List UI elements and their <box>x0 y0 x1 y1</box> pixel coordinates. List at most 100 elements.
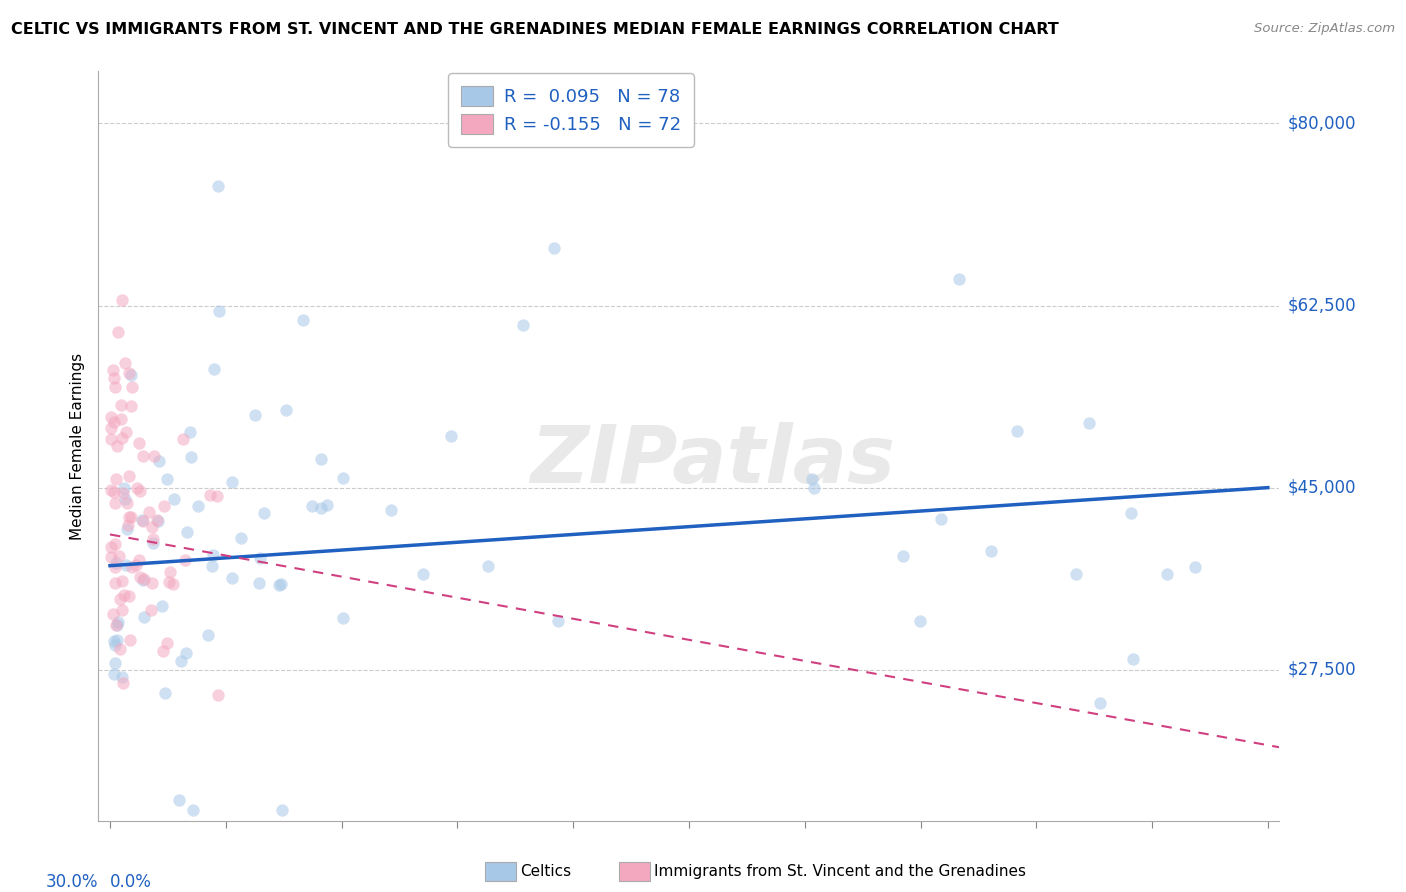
Point <box>205 489 228 503</box>
Point <box>169 793 191 807</box>
Point <box>380 502 402 516</box>
Point <box>157 574 180 589</box>
Point <box>103 666 125 681</box>
Point <box>200 488 222 502</box>
Point <box>115 496 138 510</box>
Point <box>332 471 354 485</box>
Point <box>315 498 337 512</box>
Point <box>111 670 134 684</box>
Point <box>231 532 253 546</box>
Point <box>105 472 128 486</box>
Point <box>114 491 136 506</box>
Point <box>121 559 143 574</box>
Point <box>512 318 534 333</box>
Point <box>891 549 914 564</box>
Point <box>170 654 193 668</box>
Point <box>103 634 125 648</box>
Y-axis label: Median Female Earnings: Median Female Earnings <box>70 352 86 540</box>
Point <box>100 420 122 434</box>
Text: $80,000: $80,000 <box>1288 114 1357 132</box>
Point <box>155 685 177 699</box>
Point <box>150 599 173 613</box>
Point <box>118 366 141 380</box>
Point <box>111 603 134 617</box>
Point <box>270 577 292 591</box>
Point <box>1184 560 1206 574</box>
Point <box>146 513 169 527</box>
Point <box>128 435 150 450</box>
Point <box>105 618 128 632</box>
Point <box>980 544 1002 558</box>
Point <box>108 549 131 563</box>
Point <box>174 553 197 567</box>
Point <box>110 398 132 412</box>
Point <box>221 571 243 585</box>
Point <box>332 611 354 625</box>
Point <box>162 577 184 591</box>
Point <box>118 510 141 524</box>
Point <box>309 501 332 516</box>
Text: $62,500: $62,500 <box>1288 296 1357 315</box>
Point <box>100 541 122 555</box>
Point <box>1088 696 1111 710</box>
Point <box>146 514 169 528</box>
Point <box>221 475 243 489</box>
Point <box>110 592 132 607</box>
Point <box>141 603 163 617</box>
Point <box>187 499 209 513</box>
Point <box>274 402 297 417</box>
Point <box>118 468 141 483</box>
Point <box>118 589 141 603</box>
Point <box>104 496 127 510</box>
Point <box>207 688 229 702</box>
Point <box>112 481 135 495</box>
Point <box>1078 416 1101 430</box>
Text: $45,000: $45,000 <box>1288 479 1357 497</box>
Point <box>801 472 824 486</box>
Point <box>269 577 291 591</box>
Point <box>1005 425 1028 439</box>
Point <box>180 450 202 465</box>
Text: CELTIC VS IMMIGRANTS FROM ST. VINCENT AND THE GRENADINES MEDIAN FEMALE EARNINGS : CELTIC VS IMMIGRANTS FROM ST. VINCENT AN… <box>11 22 1059 37</box>
Point <box>100 550 122 565</box>
Point <box>104 575 127 590</box>
Point <box>202 362 225 376</box>
Point <box>107 615 129 630</box>
Point <box>547 614 569 628</box>
Point <box>249 551 271 566</box>
Point <box>120 400 142 414</box>
Point <box>105 632 128 647</box>
Point <box>103 607 125 621</box>
Point <box>132 610 155 624</box>
Point <box>291 313 314 327</box>
Point <box>142 449 165 463</box>
Point <box>159 565 181 579</box>
Point <box>142 536 165 550</box>
Point <box>253 506 276 520</box>
Point <box>440 429 463 443</box>
Text: 30.0%: 30.0% <box>46 873 98 891</box>
Point <box>132 514 155 528</box>
Point <box>104 537 127 551</box>
Point <box>110 293 132 308</box>
Point <box>208 304 231 318</box>
Point <box>111 676 134 690</box>
Point <box>121 380 143 394</box>
Point <box>100 483 122 497</box>
Text: 0.0%: 0.0% <box>110 873 152 891</box>
Point <box>120 368 142 382</box>
Point <box>115 425 138 439</box>
Point <box>172 433 194 447</box>
Point <box>104 656 127 670</box>
Point <box>207 178 229 193</box>
Point <box>132 573 155 587</box>
Point <box>543 241 565 255</box>
Point <box>115 522 138 536</box>
Point <box>148 454 170 468</box>
Point <box>156 472 179 486</box>
Point <box>174 646 197 660</box>
Point <box>412 566 434 581</box>
Point <box>104 380 127 394</box>
Point <box>100 432 122 446</box>
Point <box>138 506 160 520</box>
